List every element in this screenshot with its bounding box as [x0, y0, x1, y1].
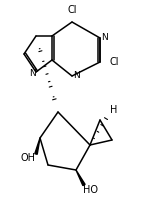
Text: OH: OH: [20, 153, 36, 163]
Text: N: N: [74, 72, 80, 80]
Polygon shape: [76, 170, 85, 186]
Text: Cl: Cl: [67, 5, 77, 15]
Text: HO: HO: [83, 185, 97, 195]
Text: N: N: [29, 69, 35, 78]
Text: H: H: [110, 105, 118, 115]
Text: N: N: [102, 34, 108, 43]
Text: Cl: Cl: [109, 57, 119, 67]
Polygon shape: [35, 138, 40, 154]
